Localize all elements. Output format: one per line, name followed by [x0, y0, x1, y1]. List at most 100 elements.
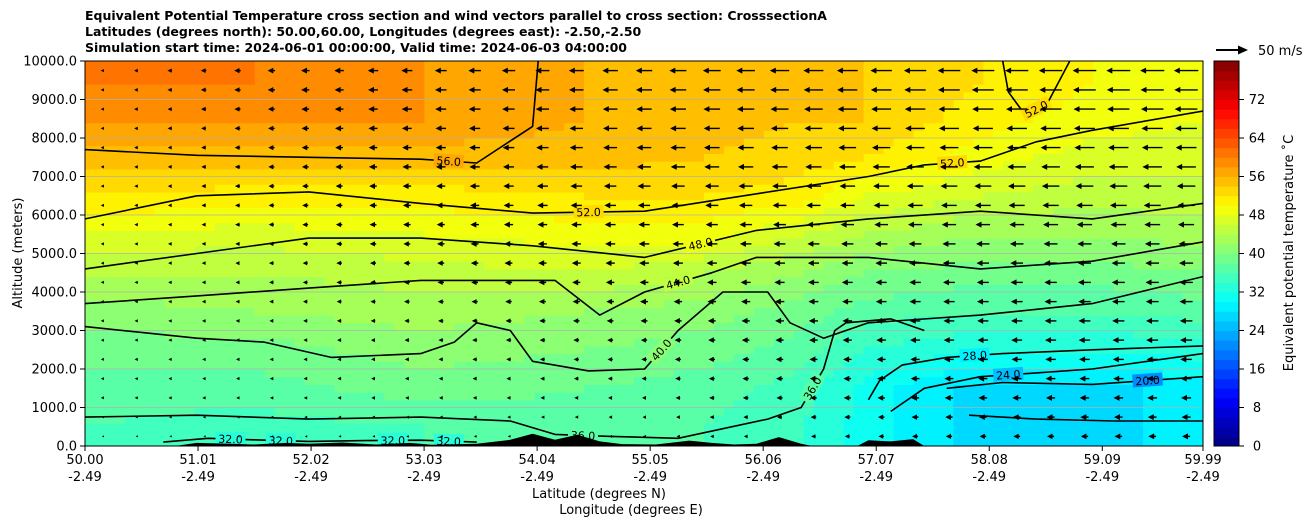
field-cell	[893, 345, 905, 355]
field-cell	[793, 161, 805, 170]
field-cell	[1003, 84, 1014, 93]
field-cell	[344, 330, 356, 339]
field-cell	[863, 191, 875, 201]
field-cell	[893, 307, 905, 316]
field-cell	[1013, 384, 1024, 393]
field-cell	[114, 322, 126, 332]
field-cell	[394, 153, 406, 162]
field-cell	[614, 415, 625, 424]
field-cell	[344, 68, 356, 77]
field-cell	[604, 107, 615, 116]
field-cell	[653, 176, 665, 185]
field-cell	[394, 84, 406, 93]
field-cell	[1013, 338, 1024, 347]
field-cell	[1033, 176, 1044, 185]
field-cell	[184, 345, 196, 355]
field-cell	[144, 207, 156, 216]
field-cell	[683, 138, 695, 147]
field-cell	[683, 184, 695, 193]
field-cell	[234, 399, 246, 409]
field-cell	[993, 276, 1004, 285]
field-cell	[993, 315, 1004, 324]
field-cell	[993, 392, 1004, 401]
field-cell	[963, 369, 975, 378]
field-cell	[454, 315, 465, 324]
field-cell	[883, 330, 895, 339]
field-cell	[923, 438, 935, 446]
field-cell	[743, 61, 755, 70]
field-cell	[853, 207, 865, 216]
field-cell	[624, 238, 635, 247]
field-cell	[274, 199, 286, 208]
field-cell	[134, 230, 146, 239]
field-cell	[304, 238, 316, 247]
field-cell	[564, 161, 575, 170]
field-cell	[544, 384, 555, 393]
field-cell	[544, 330, 555, 339]
field-cell	[823, 407, 835, 416]
field-cell	[963, 399, 975, 409]
field-cell	[384, 122, 396, 131]
field-cell	[663, 315, 675, 324]
field-cell	[564, 369, 575, 378]
field-cell	[204, 330, 216, 339]
field-cell	[634, 322, 645, 332]
field-cell	[404, 299, 416, 308]
field-cell	[703, 407, 715, 416]
field-cell	[364, 138, 376, 147]
field-cell	[1003, 245, 1014, 255]
field-cell	[124, 438, 136, 446]
field-cell	[164, 376, 176, 385]
field-cell	[1043, 68, 1054, 77]
field-cell	[823, 399, 835, 409]
field-cell	[564, 184, 575, 193]
field-cell	[284, 369, 296, 378]
field-cell	[524, 384, 535, 393]
field-cell	[983, 130, 994, 139]
field-cell	[454, 384, 465, 393]
field-cell	[174, 253, 186, 262]
field-cell	[354, 68, 366, 77]
field-cell	[384, 99, 396, 108]
field-cell	[174, 168, 186, 178]
field-cell	[953, 307, 965, 316]
field-cell	[484, 222, 495, 231]
field-cell	[973, 168, 984, 178]
field-cell	[953, 315, 965, 324]
field-cell	[913, 261, 925, 270]
field-cell	[294, 338, 306, 347]
field-cell	[594, 276, 605, 285]
field-cell	[534, 261, 545, 270]
field-cell	[134, 353, 146, 362]
field-cell	[594, 284, 605, 293]
field-cell	[94, 422, 106, 432]
field-cell	[274, 268, 286, 278]
field-cell	[264, 61, 276, 70]
field-cell	[304, 91, 316, 101]
field-cell	[983, 330, 994, 339]
field-cell	[783, 168, 795, 178]
field-cell	[294, 114, 306, 124]
field-cell	[833, 338, 845, 347]
field-cell	[693, 376, 705, 385]
field-cell	[1013, 284, 1024, 293]
field-cell	[564, 176, 575, 185]
field-cell	[304, 161, 316, 170]
field-cell	[1053, 392, 1064, 401]
field-cell	[683, 369, 695, 378]
field-cell	[1013, 330, 1024, 339]
field-cell	[943, 61, 955, 70]
field-cell	[424, 430, 435, 439]
field-cell	[554, 230, 565, 239]
field-cell	[534, 284, 545, 293]
field-cell	[544, 168, 555, 178]
field-cell	[114, 245, 126, 255]
field-cell	[204, 245, 216, 255]
field-cell	[124, 299, 136, 308]
field-cell	[314, 376, 326, 385]
field-cell	[933, 369, 945, 378]
field-cell	[254, 215, 266, 224]
field-cell	[544, 353, 555, 362]
field-cell	[703, 276, 715, 285]
field-cell	[713, 384, 725, 393]
